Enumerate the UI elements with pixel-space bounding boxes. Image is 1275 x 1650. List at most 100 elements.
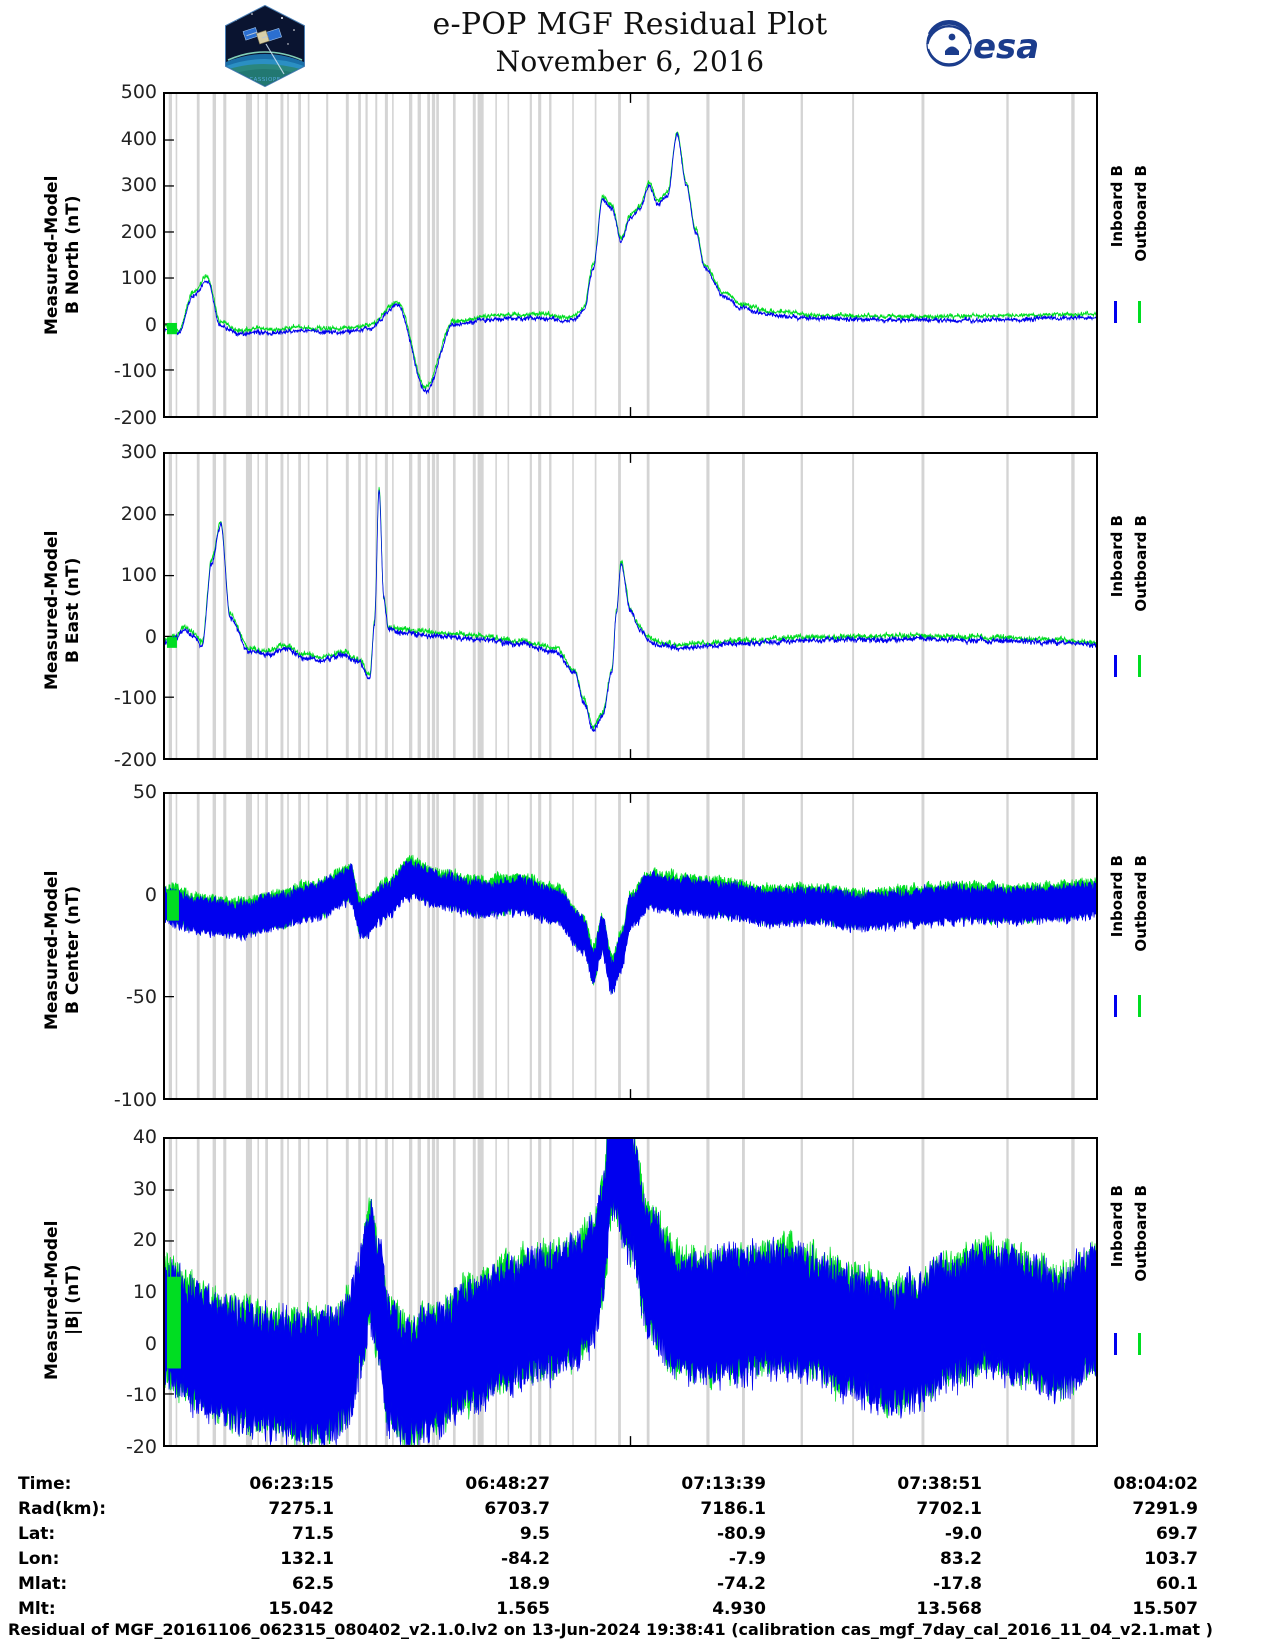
legend-b-magnitude: Inboard B Outboard B bbox=[1104, 1185, 1164, 1375]
data-gap-band bbox=[452, 454, 456, 758]
y-tick-label: -100 bbox=[113, 1089, 157, 1111]
table-cell: 15.507 bbox=[1132, 1599, 1198, 1619]
esa-logo-icon: esa bbox=[925, 18, 1045, 70]
data-gap-band bbox=[742, 454, 745, 758]
data-gap-band bbox=[800, 454, 803, 758]
data-gap-band bbox=[618, 454, 621, 758]
table-cell: 62.5 bbox=[292, 1574, 334, 1594]
data-gap-band bbox=[384, 94, 388, 416]
data-gap-band bbox=[298, 794, 301, 1098]
data-gap-band bbox=[507, 94, 510, 416]
data-gap-band bbox=[392, 1139, 394, 1445]
data-gap-band bbox=[223, 794, 227, 1098]
data-gap-band bbox=[168, 794, 172, 1098]
table-cell: -84.2 bbox=[501, 1549, 550, 1569]
data-gap-band bbox=[549, 94, 552, 416]
table-cell: 1.565 bbox=[496, 1599, 550, 1619]
table-cell: 07:13:39 bbox=[681, 1474, 766, 1494]
data-gap-band bbox=[280, 94, 284, 416]
data-gap-band bbox=[436, 94, 439, 416]
table-cell: 103.7 bbox=[1144, 1549, 1198, 1569]
svg-text:esa: esa bbox=[973, 27, 1039, 67]
data-gap-band bbox=[1071, 454, 1075, 758]
table-cell: 9.5 bbox=[519, 1524, 550, 1544]
table-row-label: Time: bbox=[18, 1474, 72, 1494]
table-cell: 132.1 bbox=[280, 1549, 334, 1569]
y-tick-label: 100 bbox=[120, 564, 157, 587]
table-cell: -9.0 bbox=[944, 1524, 982, 1544]
legend-swatch-inboard-b bbox=[1114, 995, 1117, 1017]
table-cell: 7702.1 bbox=[916, 1499, 982, 1519]
plot-frame-b-magnitude bbox=[163, 1137, 1098, 1447]
data-gap-band bbox=[365, 794, 368, 1098]
data-gap-band bbox=[326, 454, 329, 758]
legend-b-north: Inboard B Outboard B bbox=[1104, 165, 1164, 345]
data-gap-band bbox=[212, 794, 217, 1098]
plot-frame-b-east bbox=[163, 452, 1098, 760]
data-gap-band bbox=[307, 1139, 310, 1445]
data-gap-band bbox=[1006, 94, 1009, 416]
data-gap-band bbox=[307, 454, 310, 758]
table-cell: 60.1 bbox=[1156, 1574, 1198, 1594]
data-gap-band bbox=[307, 94, 310, 416]
data-gap-band bbox=[375, 794, 378, 1098]
trace-outboard-b-start-segment bbox=[166, 1276, 181, 1369]
y-tick-label: 300 bbox=[120, 174, 157, 197]
data-gap-band bbox=[538, 454, 542, 758]
data-gap-band bbox=[706, 794, 710, 1098]
data-gap-band bbox=[852, 94, 855, 416]
table-cell: -80.9 bbox=[717, 1524, 766, 1544]
data-gap-band bbox=[245, 1139, 252, 1445]
plot-frame-b-center bbox=[163, 792, 1098, 1100]
data-gap-band bbox=[706, 94, 710, 416]
table-row-label: Mlat: bbox=[18, 1574, 68, 1594]
data-gap-band bbox=[257, 94, 260, 416]
y-tick-label: 400 bbox=[120, 127, 157, 150]
title-line-2: November 6, 2016 bbox=[495, 45, 765, 78]
ephemeris-table-grid: Time: 06:23:15 06:48:27 07:13:39 07:38:51 08:… bbox=[18, 1472, 1198, 1622]
data-gap-band bbox=[265, 94, 268, 416]
plot-canvas-b-center bbox=[165, 794, 1096, 1098]
data-gap-band bbox=[572, 454, 574, 758]
legend-label-outboard-b: Outboard B bbox=[1132, 1185, 1150, 1282]
data-gap-band bbox=[477, 794, 484, 1098]
y-tick-label: -20 bbox=[125, 1436, 157, 1458]
table-row-label: Lat: bbox=[18, 1524, 56, 1544]
y-tick-label: -200 bbox=[113, 407, 157, 429]
data-gap-band bbox=[365, 94, 368, 416]
y-axis-ticks-b-magnitude: 40 30 20 10 0 -10 -20 bbox=[75, 1126, 157, 1458]
data-gap-band bbox=[529, 454, 532, 758]
table-cell: 06:48:27 bbox=[465, 1474, 550, 1494]
data-gap-band bbox=[431, 1139, 436, 1445]
data-gap-band bbox=[427, 794, 430, 1098]
data-gap-band bbox=[392, 94, 394, 416]
data-gap-band bbox=[326, 794, 329, 1098]
data-gap-band bbox=[618, 1139, 621, 1445]
legend-label-outboard-b: Outboard B bbox=[1132, 515, 1150, 612]
data-gap-band bbox=[529, 794, 532, 1098]
data-gap-band bbox=[921, 454, 925, 758]
title-line-1: e-POP MGF Residual Plot bbox=[432, 7, 828, 42]
data-gap-band bbox=[175, 94, 178, 416]
trace-outboard-b-start-segment bbox=[166, 890, 179, 921]
data-gap-band bbox=[431, 454, 436, 758]
data-gap-band bbox=[538, 794, 542, 1098]
data-gap-band bbox=[223, 454, 227, 758]
data-gap-band bbox=[408, 794, 413, 1098]
y-tick-label: 200 bbox=[120, 502, 157, 525]
data-gap-band bbox=[212, 94, 217, 416]
panel-b-center bbox=[163, 792, 1098, 1100]
table-row: Mlt: 15.042 1.565 4.930 13.568 15.507 bbox=[18, 1597, 1198, 1622]
data-gap-band bbox=[742, 94, 745, 416]
trace-inboard-b bbox=[165, 858, 1096, 995]
table-cell: -7.9 bbox=[728, 1549, 766, 1569]
y-tick-label: -10 bbox=[125, 1384, 157, 1407]
data-gap-band bbox=[549, 794, 552, 1098]
table-cell: -74.2 bbox=[717, 1574, 766, 1594]
data-gap-band bbox=[921, 794, 925, 1098]
y-tick-label: -200 bbox=[113, 749, 157, 771]
y-tick-label: 0 bbox=[144, 1332, 157, 1355]
data-gap-band bbox=[800, 794, 803, 1098]
data-gap-band bbox=[287, 94, 289, 416]
data-gap-band bbox=[245, 94, 252, 416]
